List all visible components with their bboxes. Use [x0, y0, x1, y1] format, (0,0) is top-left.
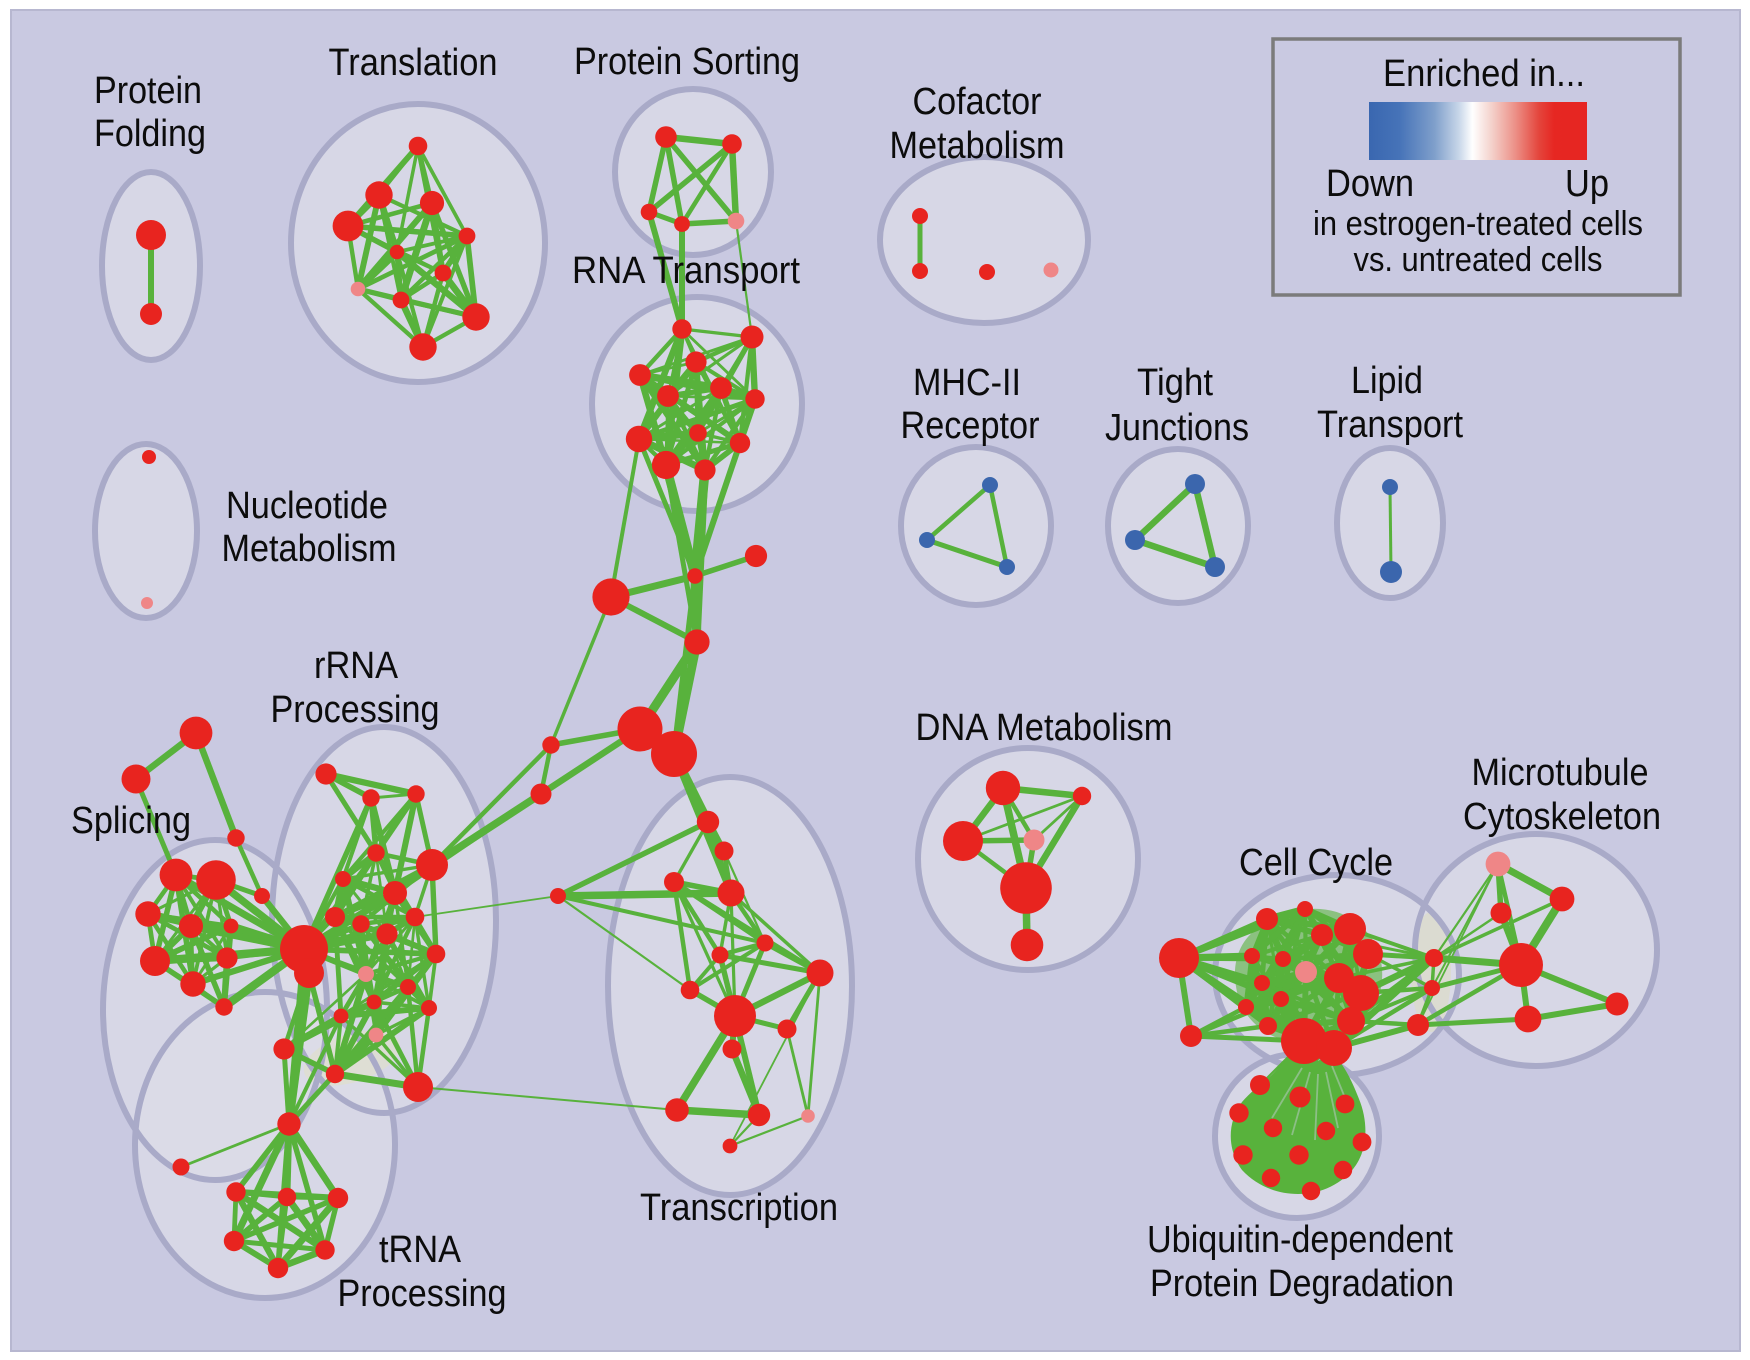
- svg-text:Enriched in...: Enriched in...: [1383, 53, 1585, 95]
- svg-text:Tight: Tight: [1137, 362, 1213, 404]
- svg-text:Metabolism: Metabolism: [222, 528, 397, 570]
- svg-text:vs. untreated cells: vs. untreated cells: [1354, 241, 1603, 279]
- svg-text:Junctions: Junctions: [1105, 407, 1249, 449]
- svg-text:Processing: Processing: [271, 689, 440, 731]
- svg-text:Folding: Folding: [94, 113, 206, 155]
- svg-text:DNA Metabolism: DNA Metabolism: [916, 707, 1173, 749]
- svg-text:Lipid: Lipid: [1351, 360, 1423, 402]
- svg-text:Up: Up: [1565, 163, 1609, 205]
- svg-text:Translation: Translation: [329, 42, 498, 84]
- svg-text:rRNA: rRNA: [314, 645, 399, 687]
- svg-text:Metabolism: Metabolism: [890, 125, 1065, 167]
- svg-text:Cytoskeleton: Cytoskeleton: [1463, 796, 1661, 838]
- svg-text:Protein: Protein: [94, 70, 202, 112]
- svg-text:Down: Down: [1326, 163, 1414, 205]
- svg-text:Splicing: Splicing: [71, 800, 191, 842]
- svg-text:Transport: Transport: [1317, 404, 1463, 446]
- svg-text:Protein Degradation: Protein Degradation: [1150, 1263, 1454, 1305]
- svg-text:Microtubule: Microtubule: [1472, 752, 1649, 794]
- svg-text:in estrogen-treated cells: in estrogen-treated cells: [1313, 205, 1643, 243]
- svg-text:Processing: Processing: [338, 1273, 507, 1315]
- svg-text:tRNA: tRNA: [379, 1229, 462, 1271]
- svg-text:Protein Sorting: Protein Sorting: [574, 41, 800, 83]
- svg-text:Ubiquitin-dependent: Ubiquitin-dependent: [1147, 1219, 1453, 1261]
- svg-text:Receptor: Receptor: [901, 405, 1040, 447]
- svg-text:MHC-II: MHC-II: [913, 362, 1021, 404]
- svg-text:RNA Transport: RNA Transport: [572, 250, 800, 292]
- svg-text:Cell Cycle: Cell Cycle: [1239, 842, 1393, 884]
- svg-text:Cofactor: Cofactor: [913, 81, 1042, 123]
- svg-text:Transcription: Transcription: [640, 1187, 838, 1229]
- svg-text:Nucleotide: Nucleotide: [226, 485, 388, 527]
